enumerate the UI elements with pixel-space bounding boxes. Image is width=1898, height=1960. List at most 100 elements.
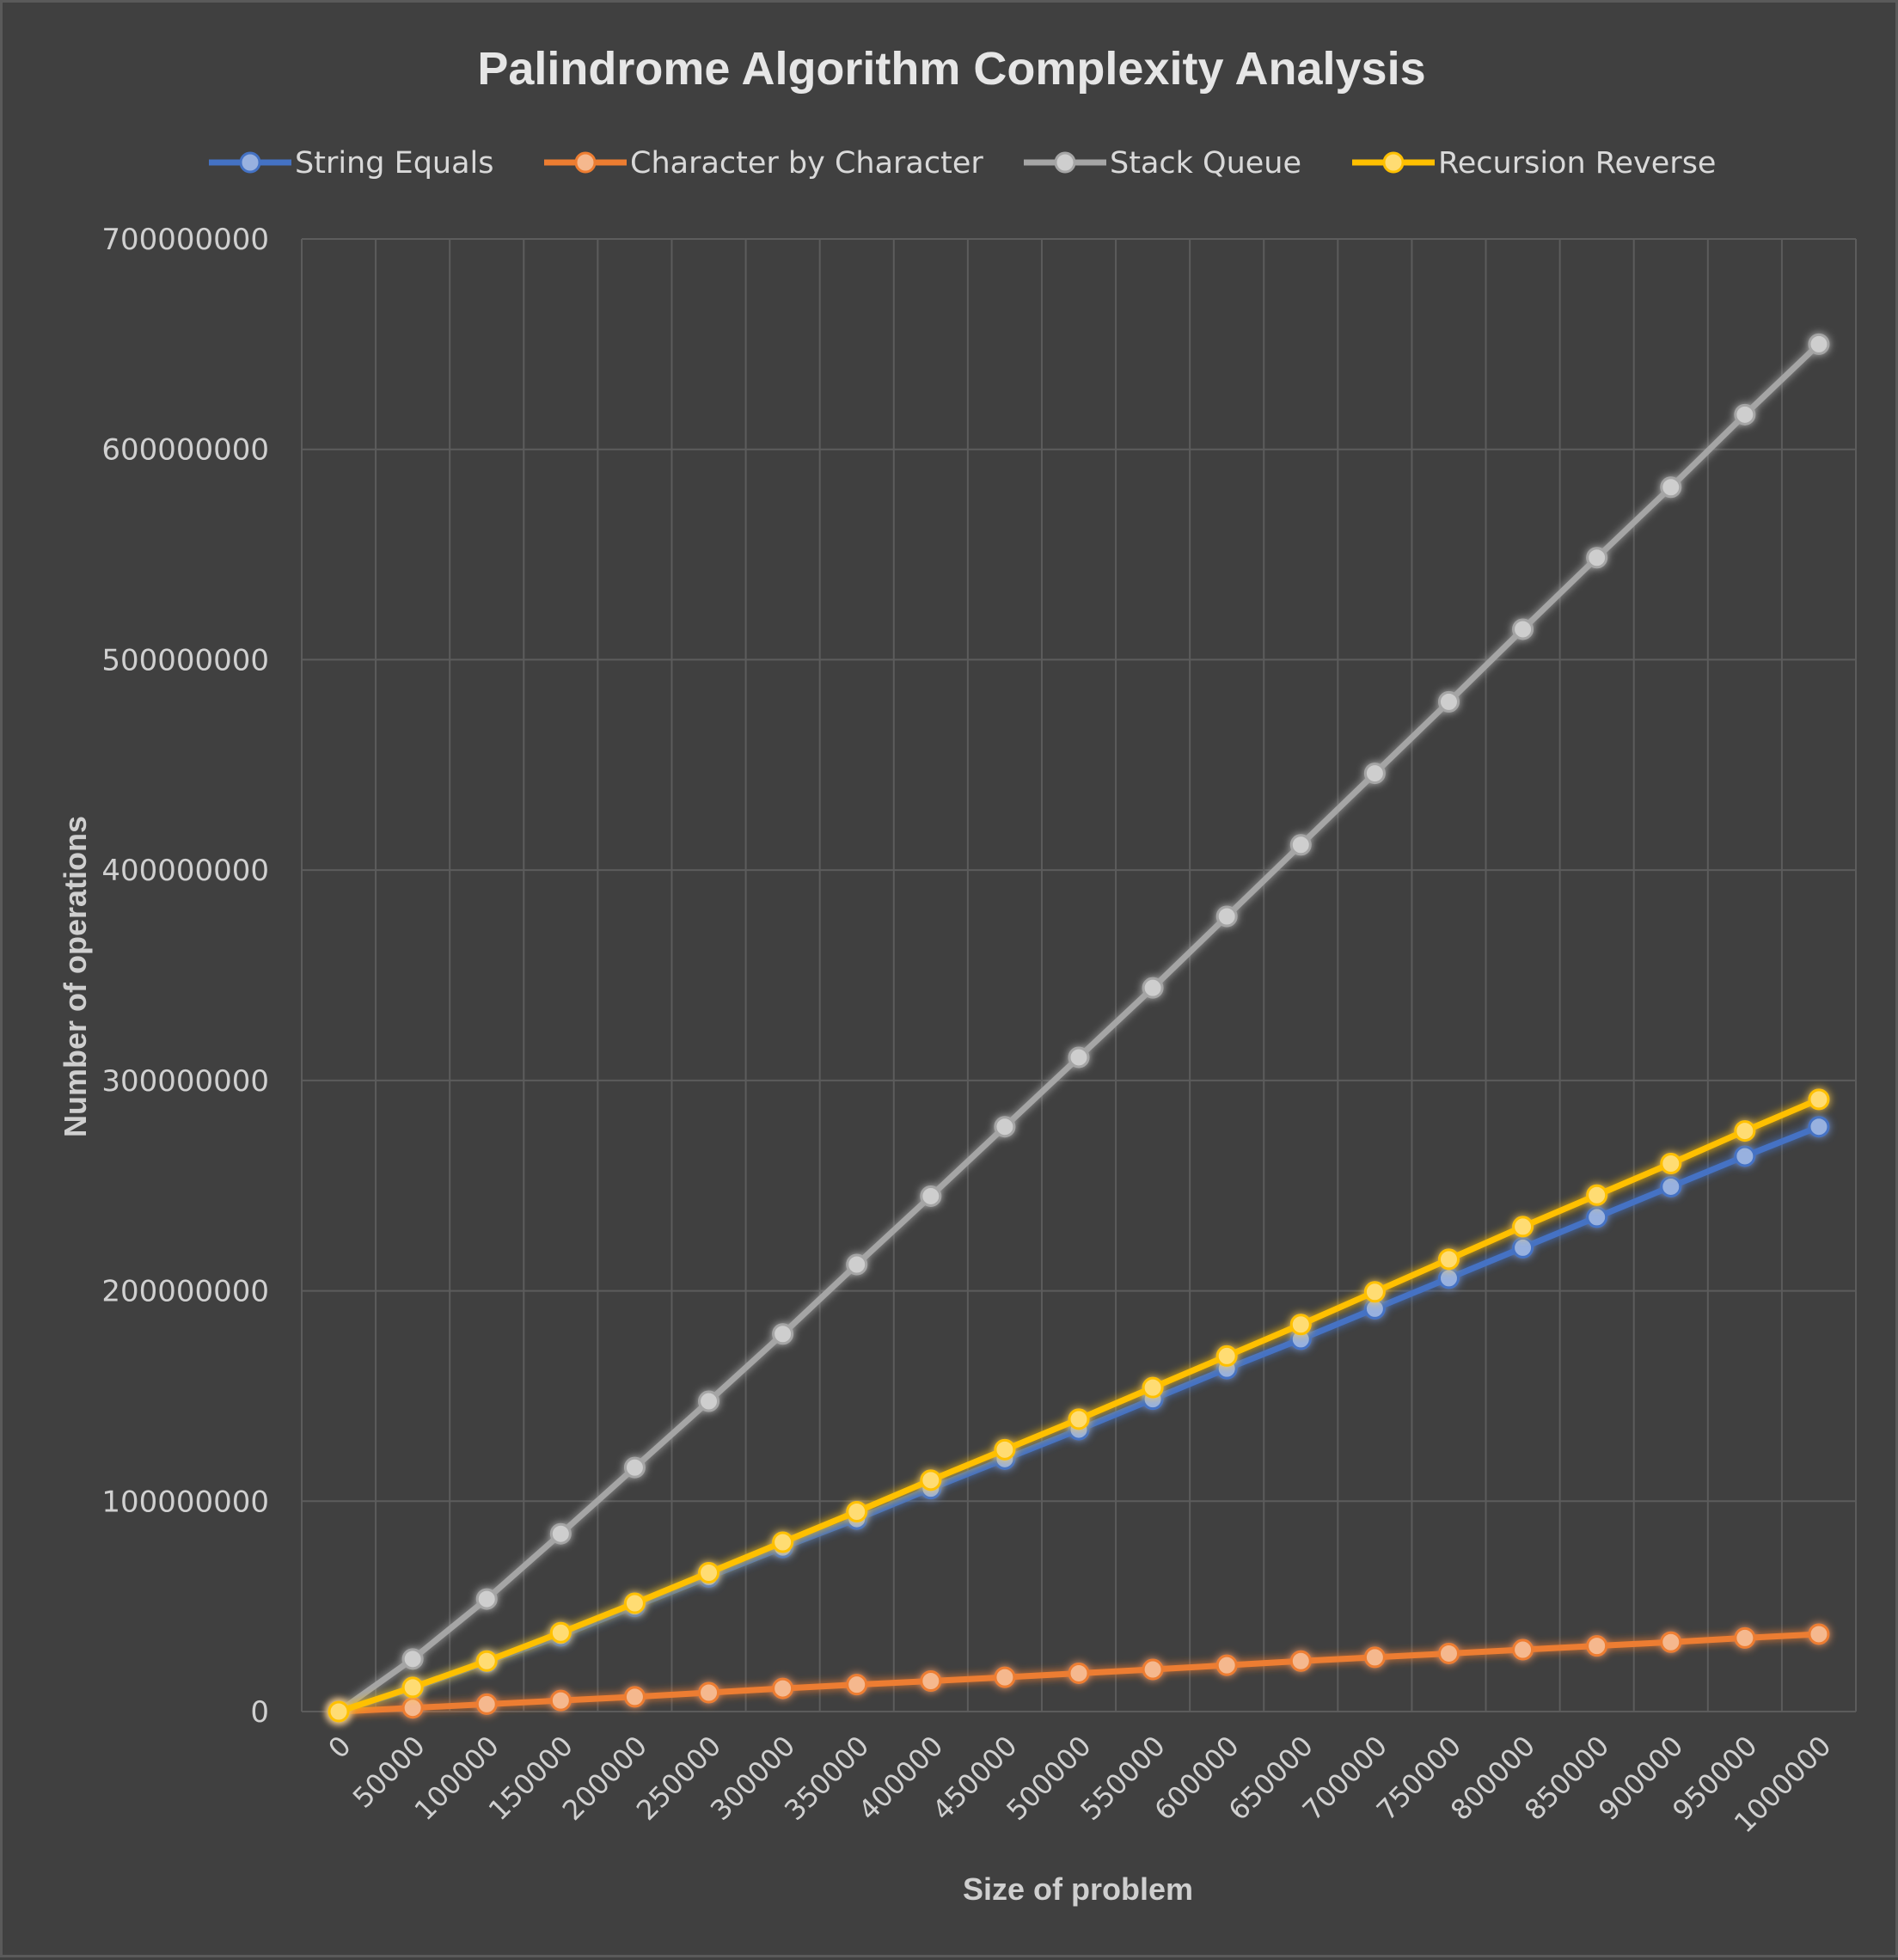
- series-layer: [328, 333, 1830, 1723]
- y-tick-label: 500000000: [101, 643, 269, 677]
- legend-label: String Equals: [295, 146, 494, 181]
- x-axis-title: Size of problem: [963, 1871, 1193, 1907]
- data-point: [623, 1592, 646, 1614]
- data-point: [1142, 977, 1164, 999]
- data-point: [1363, 1281, 1386, 1303]
- data-point: [846, 1253, 868, 1276]
- data-point: [1068, 1046, 1090, 1069]
- data-point: [1586, 1635, 1608, 1657]
- data-point: [1660, 1153, 1682, 1175]
- legend-item: Stack Queue: [1024, 146, 1301, 181]
- data-point: [698, 1681, 720, 1704]
- data-point: [401, 1697, 424, 1719]
- data-point: [1808, 333, 1830, 355]
- data-point: [1363, 763, 1386, 785]
- data-point: [1512, 618, 1534, 640]
- data-point: [1734, 1120, 1756, 1142]
- data-point: [1586, 1184, 1608, 1206]
- data-point: [1586, 547, 1608, 569]
- data-point: [1660, 1631, 1682, 1653]
- data-point: [1289, 834, 1312, 856]
- data-point: [328, 1700, 350, 1723]
- y-axis-ticks: 0 100000000 200000000 300000000 400000000 500…: [101, 223, 269, 1730]
- data-point: [1512, 1216, 1534, 1238]
- series-stack-queue: [328, 333, 1830, 1723]
- data-point: [401, 1648, 424, 1670]
- x-tick-label: 0: [321, 1730, 357, 1765]
- data-point: [475, 1650, 498, 1672]
- data-point: [920, 1469, 942, 1491]
- data-point: [1437, 1267, 1460, 1289]
- legend-item: String Equals: [209, 146, 494, 181]
- data-point: [623, 1456, 646, 1479]
- data-point: [1215, 1654, 1238, 1676]
- data-point: [772, 1531, 794, 1553]
- series-character-by-character: [328, 1623, 1830, 1723]
- y-tick-label: 400000000: [101, 854, 269, 888]
- legend-marker: [1054, 151, 1076, 174]
- legend-label: Recursion Reverse: [1438, 146, 1716, 181]
- y-tick-label: 600000000: [101, 433, 269, 468]
- data-point: [1660, 1175, 1682, 1197]
- data-point: [772, 1677, 794, 1700]
- legend-marker: [574, 151, 597, 174]
- data-point: [549, 1621, 572, 1644]
- data-point: [1808, 1088, 1830, 1111]
- data-point: [1142, 1658, 1164, 1681]
- data-point: [1437, 1642, 1460, 1664]
- data-point: [1215, 905, 1238, 928]
- y-axis-title: Number of operations: [58, 816, 93, 1137]
- data-point: [1289, 1314, 1312, 1336]
- data-point: [994, 1116, 1016, 1138]
- legend: String Equals Character by Character Stack…: [209, 146, 1716, 181]
- legend-label: Character by Character: [630, 146, 983, 181]
- data-point: [1437, 1248, 1460, 1271]
- gridlines: [301, 238, 1857, 1712]
- data-point: [1734, 1145, 1756, 1167]
- y-tick-label: 300000000: [101, 1064, 269, 1099]
- data-point: [1512, 1236, 1534, 1259]
- data-point: [549, 1522, 572, 1545]
- data-point: [698, 1561, 720, 1583]
- data-point: [623, 1686, 646, 1708]
- data-point: [1068, 1662, 1090, 1684]
- series-recursion-reverse: [328, 1088, 1830, 1723]
- data-point: [920, 1185, 942, 1207]
- data-point: [1808, 1623, 1830, 1645]
- legend-item: Recursion Reverse: [1352, 146, 1716, 181]
- data-point: [846, 1674, 868, 1696]
- data-point: [1289, 1650, 1312, 1672]
- data-point: [772, 1323, 794, 1345]
- chart-title: Palindrome Algorithm Complexity Analysis: [477, 43, 1425, 95]
- data-point: [698, 1390, 720, 1412]
- y-tick-label: 100000000: [101, 1485, 269, 1519]
- data-point: [994, 1438, 1016, 1461]
- x-axis-ticks: 0500001000001500002000002500003000003500…: [321, 1730, 1837, 1840]
- y-tick-label: 0: [250, 1695, 269, 1730]
- data-point: [1512, 1638, 1534, 1661]
- y-tick-label: 700000000: [101, 223, 269, 257]
- data-point: [1437, 690, 1460, 713]
- data-point: [401, 1676, 424, 1699]
- data-point: [994, 1666, 1016, 1688]
- legend-marker: [239, 151, 261, 174]
- data-point: [1363, 1646, 1386, 1669]
- line-chart: Palindrome Algorithm Complexity Analysis…: [58, 43, 1857, 1907]
- data-point: [1586, 1206, 1608, 1228]
- data-point: [475, 1588, 498, 1610]
- legend-marker: [1382, 151, 1405, 174]
- data-point: [920, 1670, 942, 1693]
- data-point: [1734, 1626, 1756, 1649]
- legend-item: Character by Character: [544, 146, 983, 181]
- data-point: [475, 1693, 498, 1715]
- data-point: [1734, 403, 1756, 426]
- y-tick-label: 200000000: [101, 1275, 269, 1309]
- data-point: [1215, 1344, 1238, 1367]
- data-point: [549, 1689, 572, 1712]
- data-point: [1142, 1376, 1164, 1399]
- data-point: [1660, 476, 1682, 499]
- legend-label: Stack Queue: [1110, 146, 1301, 181]
- data-point: [1068, 1408, 1090, 1430]
- data-point: [1808, 1116, 1830, 1138]
